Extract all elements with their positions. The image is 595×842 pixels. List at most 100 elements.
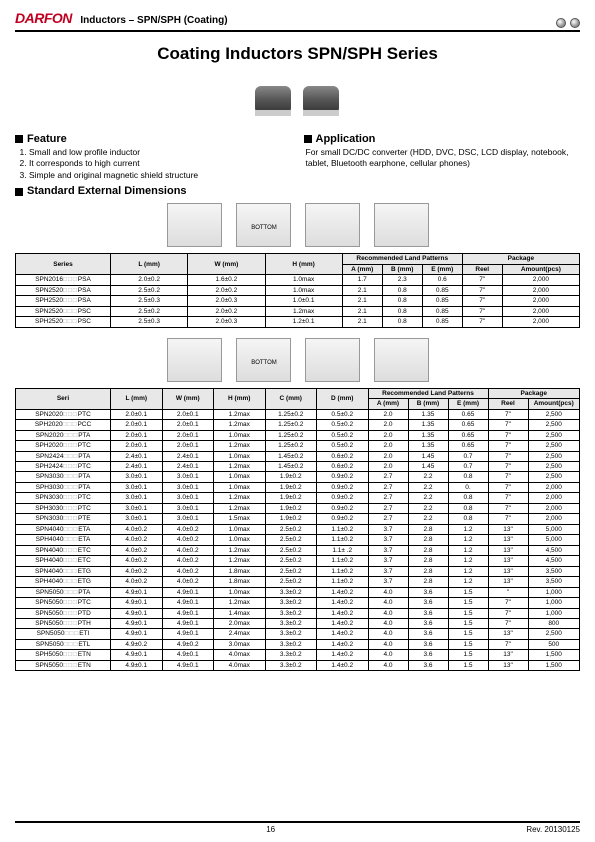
cell-e: 1.5 bbox=[448, 598, 488, 608]
svg-text:BOTTOM: BOTTOM bbox=[251, 225, 277, 231]
cell-amt: 2,000 bbox=[502, 306, 579, 316]
cell-l: 2.4±0.1 bbox=[111, 461, 163, 471]
cell-h: 1.2max bbox=[214, 409, 266, 419]
cell-h: 1.0max bbox=[214, 524, 266, 534]
cell-e: 1.5 bbox=[448, 619, 488, 629]
cell-h: 1.2max bbox=[265, 306, 342, 316]
cell-series: SPN5050□□□ETI bbox=[16, 629, 111, 639]
sphere-icon bbox=[556, 18, 566, 28]
th-w: W (mm) bbox=[162, 388, 214, 409]
header-subtitle: Inductors – SPN/SPH (Coating) bbox=[80, 15, 227, 26]
cell-l: 2.0±0.1 bbox=[111, 420, 163, 430]
dimension-diagrams-2: BOTTOM bbox=[15, 338, 580, 382]
cell-l: 4.9±0.1 bbox=[111, 619, 163, 629]
cell-amt: 1,000 bbox=[528, 587, 580, 597]
diagram-icon bbox=[305, 203, 360, 247]
cell-w: 4.0±0.2 bbox=[162, 566, 214, 576]
cell-b: 3.6 bbox=[408, 629, 448, 639]
th-b: B (mm) bbox=[382, 264, 422, 274]
cell-d: 0.9±0.2 bbox=[317, 514, 369, 524]
cell-amt: 2,500 bbox=[528, 629, 580, 639]
cell-d: 1.1± .2 bbox=[317, 545, 369, 555]
cell-e: 0.85 bbox=[422, 285, 462, 295]
cell-reel: 13" bbox=[488, 524, 528, 534]
th-a: A (mm) bbox=[368, 399, 408, 409]
table-head: Seri L (mm) W (mm) H (mm) C (mm) D (mm) … bbox=[16, 388, 580, 409]
page-number: 16 bbox=[266, 825, 275, 834]
table-row: SPN5050□□□ETN4.9±0.14.9±0.14.0max3.3±0.2… bbox=[16, 660, 580, 670]
cell-e: 0.8 bbox=[448, 503, 488, 513]
cell-reel: 13" bbox=[488, 545, 528, 555]
cell-c: 1.25±0.2 bbox=[265, 420, 317, 430]
cell-amt: 5,000 bbox=[528, 535, 580, 545]
cell-series: SPN2520□□□PSC bbox=[16, 306, 111, 316]
th-amt: Amount(pcs) bbox=[528, 399, 580, 409]
cell-d: 0.9±0.2 bbox=[317, 503, 369, 513]
cell-amt: 2,500 bbox=[528, 472, 580, 482]
cell-c: 1.45±0.2 bbox=[265, 461, 317, 471]
cell-reel: 7" bbox=[462, 285, 502, 295]
cell-c: 2.5±0.2 bbox=[265, 577, 317, 587]
feature-list: Small and low profile inductorIt corresp… bbox=[15, 147, 292, 181]
cell-series: SPH4040□□□ETA bbox=[16, 535, 111, 545]
cell-series: SPN5050□□□PTC bbox=[16, 598, 111, 608]
th-e: E (mm) bbox=[422, 264, 462, 274]
cell-reel: 13" bbox=[488, 650, 528, 660]
th-l: L (mm) bbox=[111, 388, 163, 409]
th-series: Seri bbox=[16, 388, 111, 409]
cell-amt: 500 bbox=[528, 639, 580, 649]
table-row: SPN2016□□□PSA2.0±0.21.6±0.21.0max1.72.30… bbox=[16, 275, 580, 285]
cell-w: 3.0±0.1 bbox=[162, 503, 214, 513]
cell-a: 2.1 bbox=[342, 306, 382, 316]
cell-a: 2.0 bbox=[368, 409, 408, 419]
cell-e: 0.65 bbox=[448, 409, 488, 419]
cell-b: 0.8 bbox=[382, 296, 422, 306]
table-row: SPN5050□□□ETI4.9±0.14.9±0.12.4max3.3±0.2… bbox=[16, 629, 580, 639]
dimension-table-1: Series L (mm) W (mm) H (mm) Recommended … bbox=[15, 253, 580, 327]
cell-e: 1.2 bbox=[448, 535, 488, 545]
table-row: SPN4040□□□ETC4.0±0.24.0±0.21.2max2.5±0.2… bbox=[16, 545, 580, 555]
cell-amt: 2,000 bbox=[502, 275, 579, 285]
cell-l: 4.9±0.2 bbox=[111, 639, 163, 649]
cell-e: 0.65 bbox=[448, 430, 488, 440]
cell-e: 0.8 bbox=[448, 514, 488, 524]
cell-l: 4.9±0.1 bbox=[111, 629, 163, 639]
cell-w: 4.9±0.2 bbox=[162, 639, 214, 649]
cell-h: 2.0max bbox=[214, 619, 266, 629]
th-amt: Amount(pcs) bbox=[502, 264, 579, 274]
cell-h: 1.2max bbox=[214, 493, 266, 503]
cell-h: 1.0max bbox=[214, 430, 266, 440]
sphere-icon bbox=[570, 18, 580, 28]
cell-w: 3.0±0.1 bbox=[162, 482, 214, 492]
th-pkg: Package bbox=[488, 388, 580, 398]
cell-w: 4.9±0.1 bbox=[162, 629, 214, 639]
cell-amt: 2,500 bbox=[528, 451, 580, 461]
cell-l: 3.0±0.1 bbox=[111, 482, 163, 492]
cell-d: 1.4±0.2 bbox=[317, 629, 369, 639]
cell-d: 1.1±0.2 bbox=[317, 556, 369, 566]
cell-e: 0.6 bbox=[422, 275, 462, 285]
cell-amt: 2,000 bbox=[528, 503, 580, 513]
table-row: SPN2520□□□PSA2.5±0.22.0±0.21.0max2.10.80… bbox=[16, 285, 580, 295]
cell-reel: 7" bbox=[488, 441, 528, 451]
std-dim-heading: Standard External Dimensions bbox=[15, 185, 580, 197]
cell-l: 2.0±0.1 bbox=[111, 441, 163, 451]
revision: Rev. 20130125 bbox=[526, 825, 580, 834]
diagram-icon bbox=[374, 203, 429, 247]
cell-a: 2.1 bbox=[342, 296, 382, 306]
cell-c: 1.9±0.2 bbox=[265, 493, 317, 503]
table-row: SPH3030□□□PTC3.0±0.13.0±0.11.2max1.9±0.2… bbox=[16, 503, 580, 513]
cell-a: 3.7 bbox=[368, 545, 408, 555]
feature-section: Feature Small and low profile inductorIt… bbox=[15, 131, 292, 181]
header-right bbox=[556, 18, 580, 28]
cell-a: 4.0 bbox=[368, 650, 408, 660]
cell-amt: 4,500 bbox=[528, 556, 580, 566]
cell-c: 3.3±0.2 bbox=[265, 598, 317, 608]
cell-l: 2.5±0.3 bbox=[111, 296, 188, 306]
cell-reel: 13" bbox=[488, 660, 528, 670]
cell-h: 1.2max bbox=[214, 441, 266, 451]
table-row: SPH2424□□□PTC2.4±0.12.4±0.11.2max1.45±0.… bbox=[16, 461, 580, 471]
svg-text:BOTTOM: BOTTOM bbox=[251, 360, 277, 366]
cell-w: 3.0±0.1 bbox=[162, 493, 214, 503]
cell-e: 1.5 bbox=[448, 587, 488, 597]
